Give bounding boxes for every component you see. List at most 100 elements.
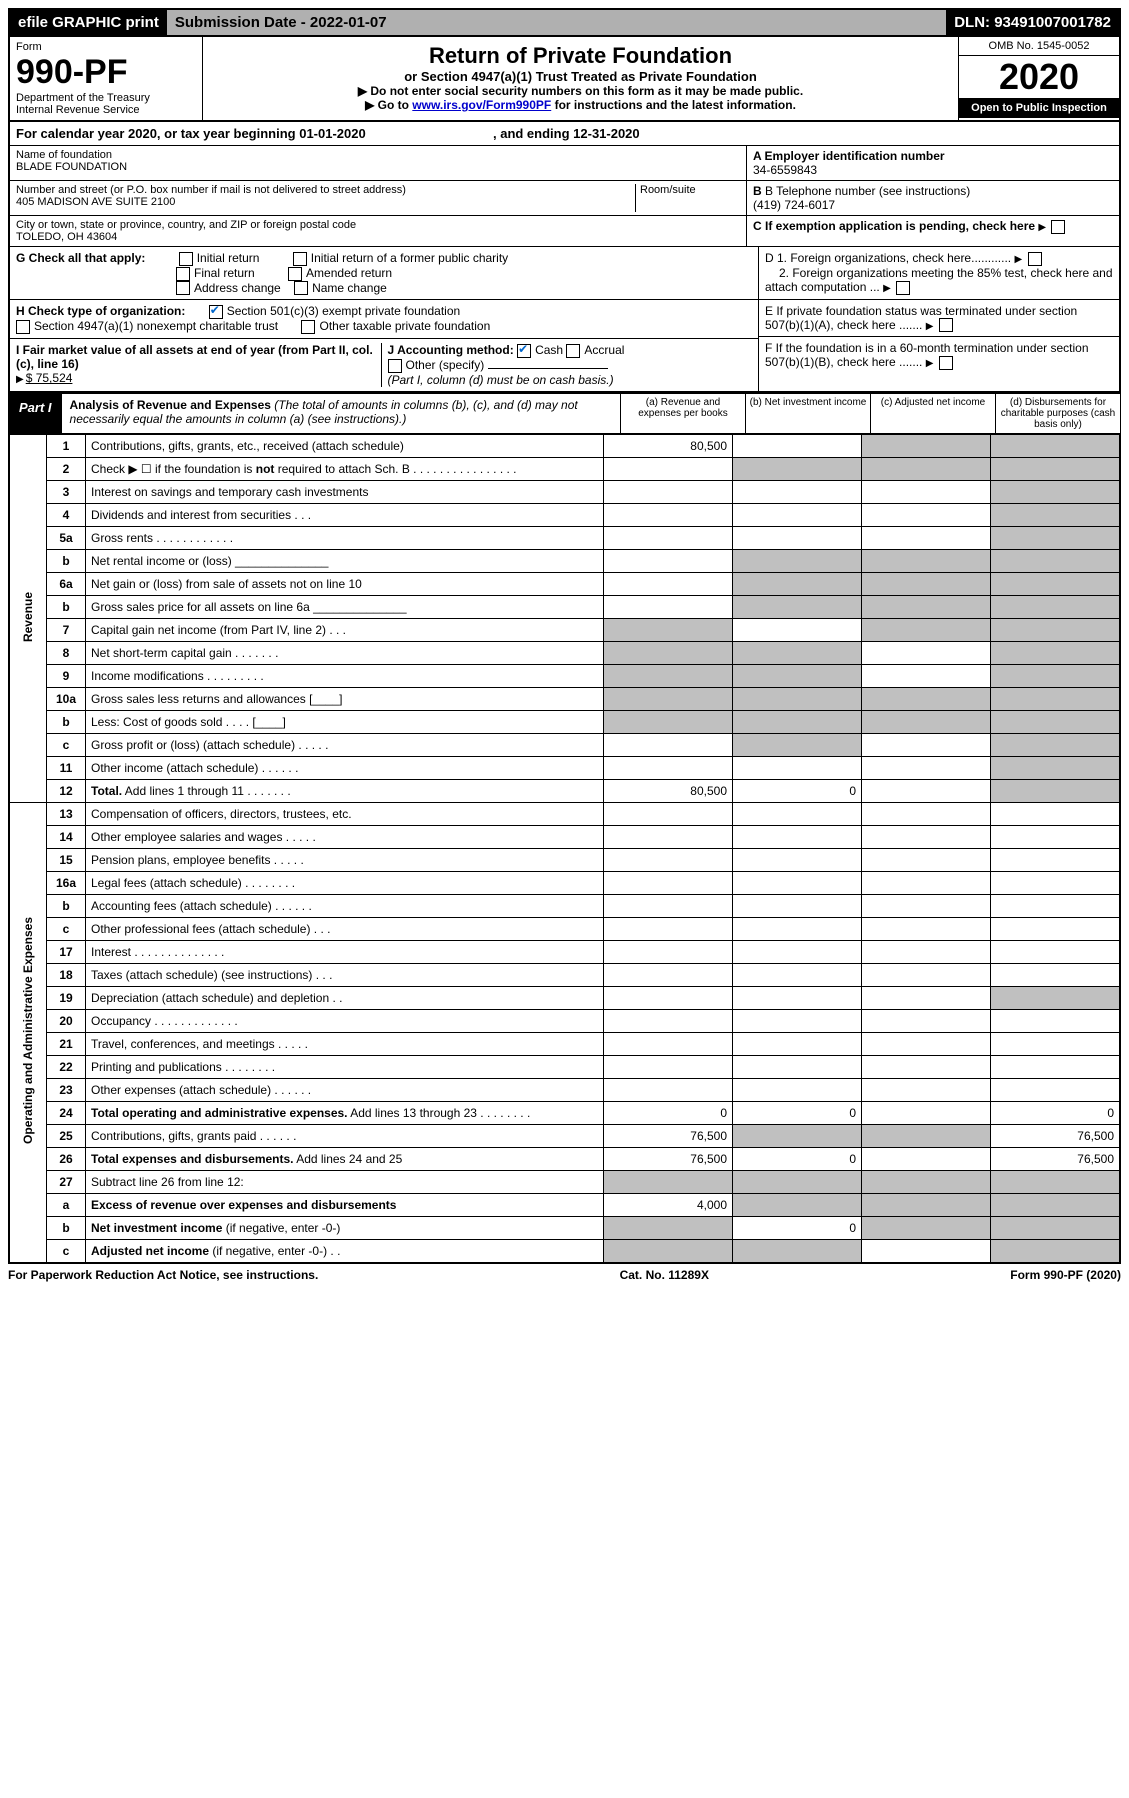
j-cash-checkbox[interactable] (517, 344, 531, 358)
line-desc: Contributions, gifts, grants paid . . . … (86, 1124, 604, 1147)
table-row: 15Pension plans, employee benefits . . .… (9, 848, 1120, 871)
e-checkbox[interactable] (939, 318, 953, 332)
line-desc: Contributions, gifts, grants, etc., rece… (86, 434, 604, 457)
omb: OMB No. 1545-0052 (959, 37, 1119, 56)
d2-checkbox[interactable] (896, 281, 910, 295)
amount-a (604, 1078, 733, 1101)
line-number: b (47, 595, 86, 618)
f-checkbox[interactable] (939, 356, 953, 370)
amount-a (604, 1216, 733, 1239)
g-former-checkbox[interactable] (293, 252, 307, 266)
amount-b (733, 549, 862, 572)
g-name-checkbox[interactable] (294, 281, 308, 295)
line-desc: Interest on savings and temporary cash i… (86, 480, 604, 503)
j-accrual-checkbox[interactable] (566, 344, 580, 358)
c-checkbox[interactable] (1051, 220, 1065, 234)
line-number: b (47, 549, 86, 572)
amount-a (604, 549, 733, 572)
foundation-name-block: Name of foundation BLADE FOUNDATION (10, 146, 747, 180)
amount-a (604, 1170, 733, 1193)
amount-c (862, 1193, 991, 1216)
d1-checkbox[interactable] (1028, 252, 1042, 266)
line-desc: Total expenses and disbursements. Add li… (86, 1147, 604, 1170)
table-row: 6aNet gain or (loss) from sale of assets… (9, 572, 1120, 595)
part1-header: Part I Analysis of Revenue and Expenses … (8, 393, 1121, 434)
h-other-checkbox[interactable] (301, 320, 315, 334)
amount-c (862, 1124, 991, 1147)
amount-c (862, 687, 991, 710)
amount-b (733, 480, 862, 503)
addr-block: Number and street (or P.O. box number if… (16, 184, 635, 212)
amount-c (862, 779, 991, 802)
expenses-section-label: Operating and Administrative Expenses (9, 802, 47, 1263)
amount-a (604, 1055, 733, 1078)
g-initial-checkbox[interactable] (179, 252, 193, 266)
table-row: 17Interest . . . . . . . . . . . . . . (9, 940, 1120, 963)
amount-c (862, 802, 991, 825)
amount-d (991, 1216, 1121, 1239)
amount-c (862, 572, 991, 595)
j-other-checkbox[interactable] (388, 359, 402, 373)
amount-b (733, 1078, 862, 1101)
table-row: 16aLegal fees (attach schedule) . . . . … (9, 871, 1120, 894)
amount-d: 76,500 (991, 1147, 1121, 1170)
amount-d (991, 1055, 1121, 1078)
line-desc: Pension plans, employee benefits . . . .… (86, 848, 604, 871)
amount-c (862, 503, 991, 526)
table-row: aExcess of revenue over expenses and dis… (9, 1193, 1120, 1216)
amount-b (733, 848, 862, 871)
table-row: 2Check ▶ ☐ if the foundation is not requ… (9, 457, 1120, 480)
amount-a (604, 756, 733, 779)
amount-c (862, 1032, 991, 1055)
amount-b (733, 894, 862, 917)
amount-b (733, 1124, 862, 1147)
g-address-checkbox[interactable] (176, 281, 190, 295)
amount-a (604, 986, 733, 1009)
g-final-checkbox[interactable] (176, 267, 190, 281)
amount-b (733, 917, 862, 940)
amount-d (991, 917, 1121, 940)
amount-c (862, 1170, 991, 1193)
table-row: Revenue1Contributions, gifts, grants, et… (9, 434, 1120, 457)
line-desc: Compensation of officers, directors, tru… (86, 802, 604, 825)
amount-c (862, 894, 991, 917)
table-row: cOther professional fees (attach schedul… (9, 917, 1120, 940)
amount-a (604, 894, 733, 917)
form-number: 990-PF (16, 53, 196, 92)
amount-a (604, 825, 733, 848)
amount-d (991, 687, 1121, 710)
irs-link[interactable]: www.irs.gov/Form990PF (412, 98, 551, 112)
line-number: 15 (47, 848, 86, 871)
line-desc: Legal fees (attach schedule) . . . . . .… (86, 871, 604, 894)
g-amended-checkbox[interactable] (288, 267, 302, 281)
line-number: 14 (47, 825, 86, 848)
h-4947-checkbox[interactable] (16, 320, 30, 334)
part1-title: Analysis of Revenue and Expenses (The to… (62, 394, 620, 433)
line-number: 2 (47, 457, 86, 480)
tel-label: B B Telephone number (see instructions) (753, 184, 1113, 198)
amount-d (991, 480, 1121, 503)
line-number: 16a (47, 871, 86, 894)
line-number: b (47, 894, 86, 917)
col-b-header: (b) Net investment income (745, 394, 870, 433)
amount-a (604, 480, 733, 503)
amount-d (991, 641, 1121, 664)
amount-b (733, 733, 862, 756)
amount-d (991, 710, 1121, 733)
h-501c3-checkbox[interactable] (209, 305, 223, 319)
table-row: 7Capital gain net income (from Part IV, … (9, 618, 1120, 641)
amount-b: 0 (733, 1216, 862, 1239)
open-inspection: Open to Public Inspection (959, 98, 1119, 118)
amount-d (991, 1170, 1121, 1193)
line-desc: Subtract line 26 from line 12: (86, 1170, 604, 1193)
j-block: J Accounting method: Cash Accrual Other … (381, 343, 753, 387)
info-addr-row: Number and street (or P.O. box number if… (8, 181, 1121, 216)
line-number: 11 (47, 756, 86, 779)
line-number: 26 (47, 1147, 86, 1170)
amount-a (604, 503, 733, 526)
amount-d (991, 664, 1121, 687)
table-row: 10aGross sales less returns and allowanc… (9, 687, 1120, 710)
line-number: 3 (47, 480, 86, 503)
table-row: 27Subtract line 26 from line 12: (9, 1170, 1120, 1193)
amount-d (991, 802, 1121, 825)
